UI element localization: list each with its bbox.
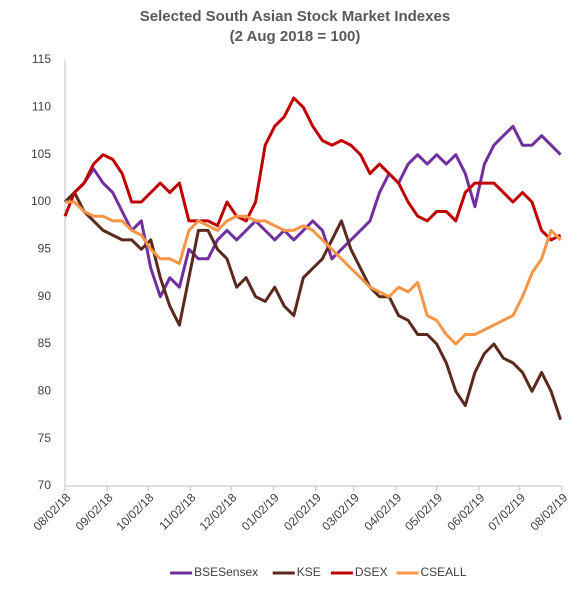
x-tick-label: 08/02/19 [527, 490, 570, 533]
series-line [63, 96, 562, 242]
x-tick-label: 11/02/18 [156, 490, 199, 533]
x-tick-label: 01/02/19 [239, 490, 282, 533]
legend-label: DSEX [355, 565, 388, 579]
x-tick-label: 02/02/19 [281, 490, 324, 533]
series-line [65, 200, 562, 346]
series-line [63, 191, 563, 421]
y-tick-label: 85 [38, 336, 52, 350]
x-tick-label: 10/02/18 [113, 490, 156, 533]
x-tick-label: 09/02/18 [73, 490, 116, 533]
x-tick-label: 03/02/19 [319, 490, 362, 533]
x-tick-label: 12/02/18 [197, 490, 240, 533]
y-tick-label: 70 [38, 478, 52, 492]
y-tick-label: 95 [38, 242, 52, 256]
x-tick-label: 07/02/19 [485, 490, 528, 533]
y-tick-label: 80 [38, 384, 52, 398]
y-tick-label: 75 [38, 431, 52, 445]
legend-label: BSESensex [194, 565, 258, 579]
x-tick-label: 05/02/19 [402, 490, 445, 533]
legend-label: KSE [297, 565, 321, 579]
x-tick-label: 06/02/19 [444, 490, 487, 533]
y-tick-label: 100 [31, 194, 51, 208]
y-tick-label: 110 [32, 100, 51, 114]
y-tick-label: 90 [38, 289, 52, 303]
x-tick-label: 04/02/19 [361, 490, 404, 533]
y-tick-label: 105 [31, 147, 51, 161]
y-tick-label: 115 [32, 52, 51, 66]
chart-subtitle: (2 Aug 2018 = 100) [230, 28, 361, 45]
chart-title: Selected South Asian Stock Market Indexe… [140, 8, 450, 25]
series-line [63, 124, 562, 299]
x-tick-label: 08/02/18 [30, 490, 73, 533]
legend-label: CSEALL [421, 565, 467, 579]
